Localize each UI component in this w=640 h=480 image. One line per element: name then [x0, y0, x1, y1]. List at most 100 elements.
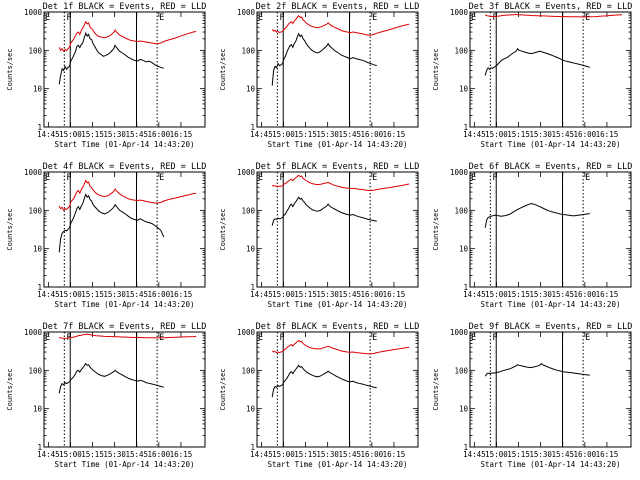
panel-title: Det 2f BLACK = Events, RED = LLD	[256, 2, 420, 12]
x-tick-label: 15:30	[529, 130, 552, 139]
panel-title: Det 4f BLACK = Events, RED = LLD	[43, 162, 207, 172]
x-tick-label: 15:15	[507, 130, 530, 139]
x-tick-label: 16:15	[383, 290, 406, 299]
marker-label: F	[66, 173, 71, 183]
x-tick-label: 14:45	[37, 130, 60, 139]
x-tick-label: 14:45	[463, 130, 486, 139]
series-events-line	[484, 362, 590, 377]
x-axis-label: Start Time (01-Apr-14 14:43:20)	[481, 140, 621, 149]
x-tick-label: 15:45	[551, 130, 574, 139]
x-tick-label: 15:15	[81, 130, 104, 139]
x-tick-label: 15:00	[485, 290, 508, 299]
series-events-line	[271, 32, 377, 86]
x-tick-label: 15:30	[529, 450, 552, 459]
y-tick-label: 1	[37, 123, 42, 132]
y-axis-label: Counts/sec	[6, 368, 14, 410]
series-lld-line	[58, 179, 197, 212]
x-tick-label: 15:00	[272, 130, 295, 139]
x-axis-label: Start Time (01-Apr-14 14:43:20)	[268, 140, 408, 149]
series-lld-line	[484, 13, 623, 18]
panel-det-5: Det 5f BLACK = Events, RED = LLD 1 10 100 10…	[219, 162, 419, 309]
plot-frame	[469, 331, 632, 448]
y-tick-label: 1000	[237, 168, 256, 177]
top-left-label: E	[258, 333, 263, 343]
series-lld-line	[271, 174, 410, 191]
y-tick-label: 100	[28, 46, 42, 55]
top-left-label: E	[471, 173, 476, 183]
marker-label: F	[279, 173, 284, 183]
x-tick-label: 14:45	[250, 290, 273, 299]
plot-frame	[256, 11, 419, 128]
x-tick-label: 15:45	[338, 290, 361, 299]
x-tick-label: 15:00	[59, 290, 82, 299]
x-tick-label: 16:15	[170, 130, 193, 139]
y-tick-label: 10	[459, 85, 469, 94]
marker-label: E	[585, 173, 590, 183]
y-tick-label: 1	[463, 283, 468, 292]
y-tick-label: 100	[241, 366, 255, 375]
x-tick-label: 16:15	[383, 130, 406, 139]
panel-det-7: Det 7f BLACK = Events, RED = LLD 1 10 100 10…	[6, 322, 207, 469]
x-tick-label: 14:45	[250, 450, 273, 459]
y-tick-label: 1000	[237, 328, 256, 337]
top-left-label: E	[258, 173, 263, 183]
y-tick-label: 100	[28, 366, 42, 375]
series-events-line	[271, 196, 377, 226]
series-events-line	[58, 362, 164, 394]
y-tick-label: 10	[33, 85, 43, 94]
x-tick-label: 15:15	[507, 450, 530, 459]
panel-title: Det 9f BLACK = Events, RED = LLD	[469, 322, 633, 332]
x-tick-label: 15:30	[316, 290, 339, 299]
marker-label: F	[492, 173, 497, 183]
panel-title: Det 3f BLACK = Events, RED = LLD	[469, 2, 633, 12]
top-left-label: E	[45, 13, 50, 23]
x-tick-label: 15:00	[272, 290, 295, 299]
x-tick-label: 16:00	[361, 130, 384, 139]
panel-det-3: Det 3f BLACK = Events, RED = LLD 1 10 100 10…	[432, 2, 633, 149]
y-tick-label: 10	[33, 245, 43, 254]
panel-title: Det 8f BLACK = Events, RED = LLD	[256, 322, 420, 332]
x-tick-label: 15:45	[125, 450, 148, 459]
marker-label: E	[372, 13, 377, 23]
x-tick-label: 14:45	[37, 450, 60, 459]
x-tick-label: 15:45	[125, 290, 148, 299]
x-tick-label: 16:00	[361, 450, 384, 459]
x-tick-label: 16:15	[596, 450, 619, 459]
x-tick-label: 15:30	[316, 130, 339, 139]
series-lld-line	[271, 339, 410, 355]
x-tick-label: 15:45	[551, 450, 574, 459]
panel-title: Det 7f BLACK = Events, RED = LLD	[43, 322, 207, 332]
x-tick-label: 16:15	[383, 450, 406, 459]
y-tick-label: 100	[454, 366, 468, 375]
top-left-label: E	[45, 173, 50, 183]
y-axis-label: Counts/sec	[6, 208, 14, 250]
y-tick-label: 1000	[24, 328, 43, 337]
x-tick-label: 15:00	[59, 450, 82, 459]
y-tick-label: 1000	[24, 168, 43, 177]
y-axis-label: Counts/sec	[219, 368, 227, 410]
x-tick-label: 15:30	[316, 450, 339, 459]
y-tick-label: 1000	[24, 8, 43, 17]
panel-det-4: Det 4f BLACK = Events, RED = LLD 1 10 100 10…	[6, 162, 207, 309]
marker-label: E	[585, 333, 590, 343]
x-tick-label: 15:45	[125, 130, 148, 139]
y-tick-label: 1	[250, 123, 255, 132]
x-tick-label: 15:15	[294, 450, 317, 459]
series-events-line	[58, 31, 164, 85]
plot-frame	[256, 171, 419, 288]
x-tick-label: 15:15	[81, 290, 104, 299]
top-left-label: E	[258, 13, 263, 23]
x-tick-label: 15:00	[272, 450, 295, 459]
x-tick-label: 15:45	[338, 130, 361, 139]
y-tick-label: 10	[459, 405, 469, 414]
y-tick-label: 100	[454, 46, 468, 55]
x-axis-label: Start Time (01-Apr-14 14:43:20)	[55, 460, 195, 469]
x-tick-label: 16:15	[170, 290, 193, 299]
y-tick-label: 100	[454, 206, 468, 215]
x-axis-label: Start Time (01-Apr-14 14:43:20)	[481, 460, 621, 469]
series-lld-line	[59, 333, 197, 339]
plot-frame	[43, 11, 206, 128]
x-tick-label: 15:45	[338, 450, 361, 459]
x-tick-label: 16:00	[574, 450, 597, 459]
x-tick-label: 16:15	[170, 450, 193, 459]
